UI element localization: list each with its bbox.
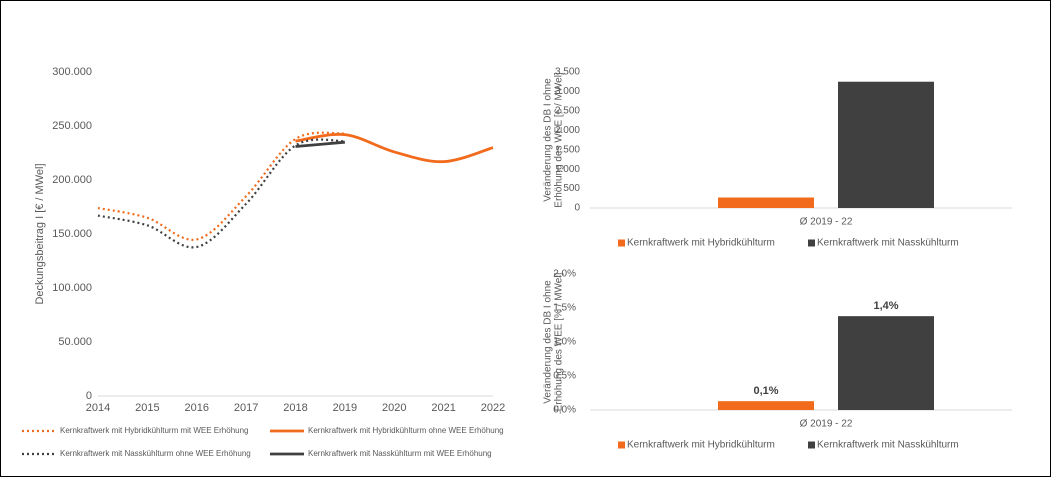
y-tick-label: 250.000 (52, 120, 92, 132)
y-tick-label: 3.000 (555, 86, 580, 97)
bar (718, 401, 814, 410)
x-tick-label: Ø 2019 - 22 (800, 217, 853, 228)
y-axis-label: Erhöhung des WEE [€ / MWel] (554, 72, 565, 208)
legend-label: Kernkraftwerk mit Nasskühlturm (817, 440, 959, 451)
x-tick-label: 2021 (431, 402, 455, 414)
y-axis-label: Erhöhung des WEE [% / MWel] (554, 272, 565, 411)
y-tick-label: 150.000 (52, 228, 92, 240)
legend-label: Kernkraftwerk mit Hybridkühlturm mit WEE… (60, 426, 249, 435)
value-label: 1,4% (873, 300, 898, 312)
y-axis-label: Deckungsbeitrag I [€ / MWel] (34, 163, 46, 304)
y-tick-label: 0,0% (553, 405, 576, 416)
x-tick-label: 2015 (135, 402, 159, 414)
legend-swatch (808, 239, 815, 247)
legend-label: Kernkraftwerk mit Hybridkühlturm (627, 238, 775, 249)
y-tick-label: 3.500 (555, 67, 580, 78)
x-tick-label: 2014 (86, 402, 110, 414)
y-tick-label: 200.000 (52, 174, 92, 186)
bar (838, 316, 934, 410)
x-tick-label: 2019 (333, 402, 357, 414)
legend-label: Kernkraftwerk mit Nasskühlturm (817, 238, 959, 249)
y-tick-label: 1.500 (555, 144, 580, 155)
y-tick-label: 500 (563, 183, 580, 194)
y-tick-label: 0 (86, 390, 92, 402)
y-tick-label: 1,5% (553, 303, 576, 314)
y-tick-label: 1.000 (555, 164, 580, 175)
x-tick-label: 2016 (185, 402, 209, 414)
line-series (295, 132, 494, 164)
y-tick-label: 0,5% (553, 371, 576, 382)
bar (838, 81, 934, 208)
line-series (97, 138, 345, 249)
legend-label: Kernkraftwerk mit Hybridkühlturm ohne WE… (308, 426, 504, 435)
x-tick-label: 2022 (481, 402, 505, 414)
y-tick-label: 1,0% (553, 337, 576, 348)
y-tick-label: 2.000 (555, 125, 580, 136)
y-tick-label: 2.500 (555, 105, 580, 116)
legend-swatch (618, 441, 625, 449)
line-series (295, 140, 345, 148)
legend-label: Kernkraftwerk mit Nasskühlturm ohne WEE … (60, 449, 251, 458)
legend-label: Kernkraftwerk mit Hybridkühlturm (627, 440, 775, 451)
y-tick-label: 300.000 (52, 66, 92, 78)
y-axis-label: Veränderung des DB I ohne (543, 78, 554, 202)
x-tick-label: 2020 (382, 402, 406, 414)
x-tick-label: 2018 (283, 402, 307, 414)
y-tick-label: 50.000 (58, 336, 92, 348)
value-label: 0,1% (753, 385, 778, 397)
legend-label: Kernkraftwerk mit Nasskühlturm mit WEE E… (308, 449, 492, 458)
y-tick-label: 100.000 (52, 282, 92, 294)
y-tick-label: 2,0% (553, 269, 576, 280)
x-tick-label: 2017 (234, 402, 258, 414)
legend-swatch (808, 441, 815, 449)
x-tick-label: Ø 2019 - 22 (800, 419, 853, 430)
legend-swatch (618, 239, 625, 247)
y-tick-label: 0 (574, 203, 580, 214)
y-axis-label: Veränderung des DB I ohne (543, 280, 554, 404)
bar (718, 197, 814, 208)
